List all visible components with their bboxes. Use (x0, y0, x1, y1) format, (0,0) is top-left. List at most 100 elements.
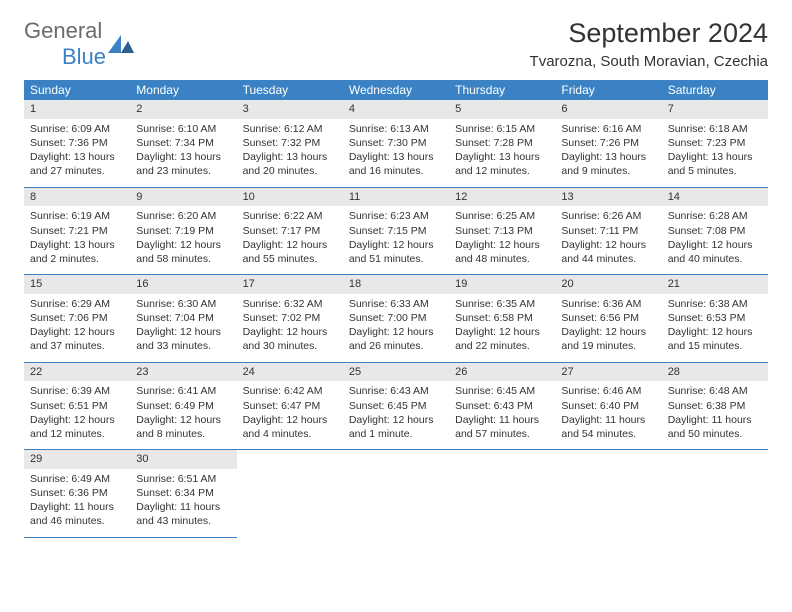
day-info: Sunrise: 6:22 AMSunset: 7:17 PMDaylight:… (243, 209, 337, 266)
day-number: 9 (130, 188, 236, 207)
logo-icon (108, 35, 134, 53)
day-info: Sunrise: 6:20 AMSunset: 7:19 PMDaylight:… (136, 209, 230, 266)
day-cell: 22 Sunrise: 6:39 AMSunset: 6:51 PMDayligh… (24, 362, 130, 450)
logo-word1: General (24, 18, 102, 43)
day-cell: 12 Sunrise: 6:25 AMSunset: 7:13 PMDayligh… (449, 187, 555, 275)
day-number: 25 (343, 363, 449, 382)
header: General Blue September 2024 Tvarozna, So… (24, 18, 768, 70)
day-cell: 16 Sunrise: 6:30 AMSunset: 7:04 PMDayligh… (130, 275, 236, 363)
day-info: Sunrise: 6:38 AMSunset: 6:53 PMDaylight:… (668, 297, 762, 354)
day-cell: 4 Sunrise: 6:13 AMSunset: 7:30 PMDaylight… (343, 100, 449, 187)
day-number: 10 (237, 188, 343, 207)
day-number: 23 (130, 363, 236, 382)
day-cell (555, 450, 661, 538)
day-info: Sunrise: 6:12 AMSunset: 7:32 PMDaylight:… (243, 122, 337, 179)
day-info: Sunrise: 6:28 AMSunset: 7:08 PMDaylight:… (668, 209, 762, 266)
calendar-head: SundayMondayTuesdayWednesdayThursdayFrid… (24, 80, 768, 100)
day-number: 21 (662, 275, 768, 294)
title-block: September 2024 Tvarozna, South Moravian,… (530, 18, 768, 70)
day-info: Sunrise: 6:13 AMSunset: 7:30 PMDaylight:… (349, 122, 443, 179)
day-cell: 28Sunrise: 6:48 AMSunset: 6:38 PMDayligh… (662, 362, 768, 450)
day-info: Sunrise: 6:29 AMSunset: 7:06 PMDaylight:… (30, 297, 124, 354)
day-number: 24 (237, 363, 343, 382)
day-cell: 3 Sunrise: 6:12 AMSunset: 7:32 PMDaylight… (237, 100, 343, 187)
day-number: 20 (555, 275, 661, 294)
day-number: 2 (130, 100, 236, 119)
day-cell: 27 Sunrise: 6:46 AMSunset: 6:40 PMDayligh… (555, 362, 661, 450)
day-cell: 7Sunrise: 6:18 AMSunset: 7:23 PMDaylight… (662, 100, 768, 187)
day-cell: 6 Sunrise: 6:16 AMSunset: 7:26 PMDaylight… (555, 100, 661, 187)
day-cell: 1 Sunrise: 6:09 AMSunset: 7:36 PMDaylight… (24, 100, 130, 187)
day-number: 13 (555, 188, 661, 207)
day-number: 3 (237, 100, 343, 119)
weekday-header: Thursday (449, 80, 555, 100)
day-cell: 14 Sunrise: 6:28 AMSunset: 7:08 PMDayligh… (662, 187, 768, 275)
day-info: Sunrise: 6:43 AMSunset: 6:45 PMDaylight:… (349, 384, 443, 441)
day-cell: 30 Sunrise: 6:51 AMSunset: 6:34 PMDayligh… (130, 450, 236, 538)
day-number: 14 (662, 188, 768, 207)
day-cell: 23Sunrise: 6:41 AMSunset: 6:49 PMDayligh… (130, 362, 236, 450)
calendar-body: 1 Sunrise: 6:09 AMSunset: 7:36 PMDaylight… (24, 100, 768, 537)
day-info: Sunrise: 6:32 AMSunset: 7:02 PMDaylight:… (243, 297, 337, 354)
day-cell: 21 Sunrise: 6:38 AMSunset: 6:53 PMDayligh… (662, 275, 768, 363)
day-info: Sunrise: 6:15 AMSunset: 7:28 PMDaylight:… (455, 122, 549, 179)
day-number: 26 (449, 363, 555, 382)
weekday-header: Monday (130, 80, 236, 100)
day-number: 11 (343, 188, 449, 207)
day-cell: 24 Sunrise: 6:42 AMSunset: 6:47 PMDayligh… (237, 362, 343, 450)
day-cell (662, 450, 768, 538)
day-info: Sunrise: 6:51 AMSunset: 6:34 PMDaylight:… (136, 472, 230, 529)
day-info: Sunrise: 6:30 AMSunset: 7:04 PMDaylight:… (136, 297, 230, 354)
day-number: 12 (449, 188, 555, 207)
day-info: Sunrise: 6:26 AMSunset: 7:11 PMDaylight:… (561, 209, 655, 266)
logo: General Blue (24, 18, 134, 70)
calendar-table: SundayMondayTuesdayWednesdayThursdayFrid… (24, 80, 768, 538)
day-number: 16 (130, 275, 236, 294)
weekday-header: Saturday (662, 80, 768, 100)
day-cell: 8 Sunrise: 6:19 AMSunset: 7:21 PMDaylight… (24, 187, 130, 275)
month-title: September 2024 (530, 18, 768, 49)
day-number: 22 (24, 363, 130, 382)
day-info: Sunrise: 6:16 AMSunset: 7:26 PMDaylight:… (561, 122, 655, 179)
location: Tvarozna, South Moravian, Czechia (530, 53, 768, 70)
day-info: Sunrise: 6:25 AMSunset: 7:13 PMDaylight:… (455, 209, 549, 266)
day-cell: 2 Sunrise: 6:10 AMSunset: 7:34 PMDaylight… (130, 100, 236, 187)
weekday-header: Tuesday (237, 80, 343, 100)
day-info: Sunrise: 6:35 AMSunset: 6:58 PMDaylight:… (455, 297, 549, 354)
day-number: 29 (24, 450, 130, 469)
day-cell: 20 Sunrise: 6:36 AMSunset: 6:56 PMDayligh… (555, 275, 661, 363)
weekday-header: Wednesday (343, 80, 449, 100)
day-cell: 25 Sunrise: 6:43 AMSunset: 6:45 PMDayligh… (343, 362, 449, 450)
day-number: 28 (662, 363, 768, 382)
day-cell (449, 450, 555, 538)
day-info: Sunrise: 6:10 AMSunset: 7:34 PMDaylight:… (136, 122, 230, 179)
day-number: 27 (555, 363, 661, 382)
day-cell: 13 Sunrise: 6:26 AMSunset: 7:11 PMDayligh… (555, 187, 661, 275)
day-cell: 5Sunrise: 6:15 AMSunset: 7:28 PMDaylight… (449, 100, 555, 187)
weekday-header: Friday (555, 80, 661, 100)
day-info: Sunrise: 6:45 AMSunset: 6:43 PMDaylight:… (455, 384, 549, 441)
day-info: Sunrise: 6:19 AMSunset: 7:21 PMDaylight:… (30, 209, 124, 266)
day-info: Sunrise: 6:39 AMSunset: 6:51 PMDaylight:… (30, 384, 124, 441)
day-cell: 15Sunrise: 6:29 AMSunset: 7:06 PMDayligh… (24, 275, 130, 363)
day-cell: 11Sunrise: 6:23 AMSunset: 7:15 PMDayligh… (343, 187, 449, 275)
day-cell: 26 Sunrise: 6:45 AMSunset: 6:43 PMDayligh… (449, 362, 555, 450)
day-number: 18 (343, 275, 449, 294)
day-cell: 19 Sunrise: 6:35 AMSunset: 6:58 PMDayligh… (449, 275, 555, 363)
day-number: 1 (24, 100, 130, 119)
day-number: 19 (449, 275, 555, 294)
weekday-header: Sunday (24, 80, 130, 100)
day-number: 30 (130, 450, 236, 469)
day-info: Sunrise: 6:33 AMSunset: 7:00 PMDaylight:… (349, 297, 443, 354)
day-cell: 10 Sunrise: 6:22 AMSunset: 7:17 PMDayligh… (237, 187, 343, 275)
day-info: Sunrise: 6:46 AMSunset: 6:40 PMDaylight:… (561, 384, 655, 441)
day-info: Sunrise: 6:49 AMSunset: 6:36 PMDaylight:… (30, 472, 124, 529)
day-cell: 9 Sunrise: 6:20 AMSunset: 7:19 PMDaylight… (130, 187, 236, 275)
day-info: Sunrise: 6:42 AMSunset: 6:47 PMDaylight:… (243, 384, 337, 441)
day-number: 8 (24, 188, 130, 207)
day-number: 6 (555, 100, 661, 119)
day-number: 4 (343, 100, 449, 119)
day-info: Sunrise: 6:36 AMSunset: 6:56 PMDaylight:… (561, 297, 655, 354)
day-number: 17 (237, 275, 343, 294)
day-info: Sunrise: 6:09 AMSunset: 7:36 PMDaylight:… (30, 122, 124, 179)
